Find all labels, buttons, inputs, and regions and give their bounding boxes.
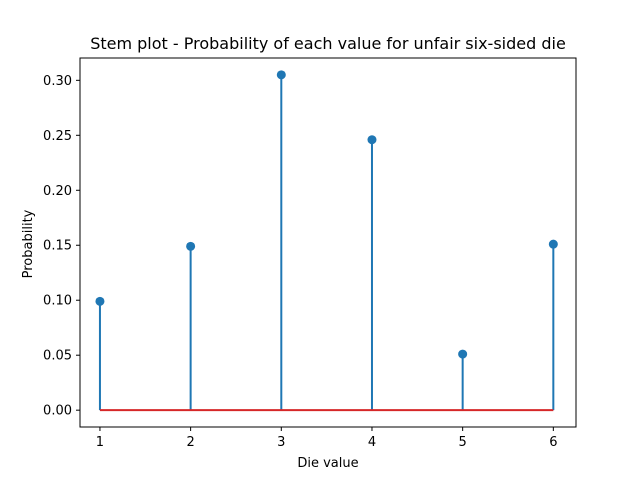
x-tick-label: 4 xyxy=(368,435,376,450)
x-axis-label: Die value xyxy=(297,456,358,471)
plot-frame xyxy=(79,57,577,428)
y-axis-label: Probability xyxy=(21,209,36,278)
x-tick-label: 5 xyxy=(459,435,467,450)
x-tick-label: 2 xyxy=(186,435,194,450)
stem-marker xyxy=(548,239,558,249)
y-tick-label: 0.20 xyxy=(43,184,72,199)
y-tick-label: 0.15 xyxy=(43,239,72,254)
stem-marker xyxy=(276,70,286,80)
x-tick-label: 6 xyxy=(549,435,557,450)
y-tick-label: 0.30 xyxy=(43,74,72,89)
stem-marker xyxy=(95,296,105,306)
y-tick-label: 0.25 xyxy=(43,129,72,144)
y-tick-label: 0.05 xyxy=(43,349,72,364)
y-tick-label: 0.00 xyxy=(43,404,72,419)
stem-marker xyxy=(458,349,468,359)
y-tick-label: 0.10 xyxy=(43,294,72,309)
x-tick-label: 3 xyxy=(277,435,285,450)
chart-title: Stem plot - Probability of each value fo… xyxy=(90,34,566,53)
x-tick-label: 1 xyxy=(96,435,104,450)
stem-marker xyxy=(367,135,377,145)
stem-marker xyxy=(186,241,196,251)
plot-area: 1 2 3 4 5 6 0.00 0.05 0.10 0.15 0.20 0.25 0.30 xyxy=(43,57,577,450)
